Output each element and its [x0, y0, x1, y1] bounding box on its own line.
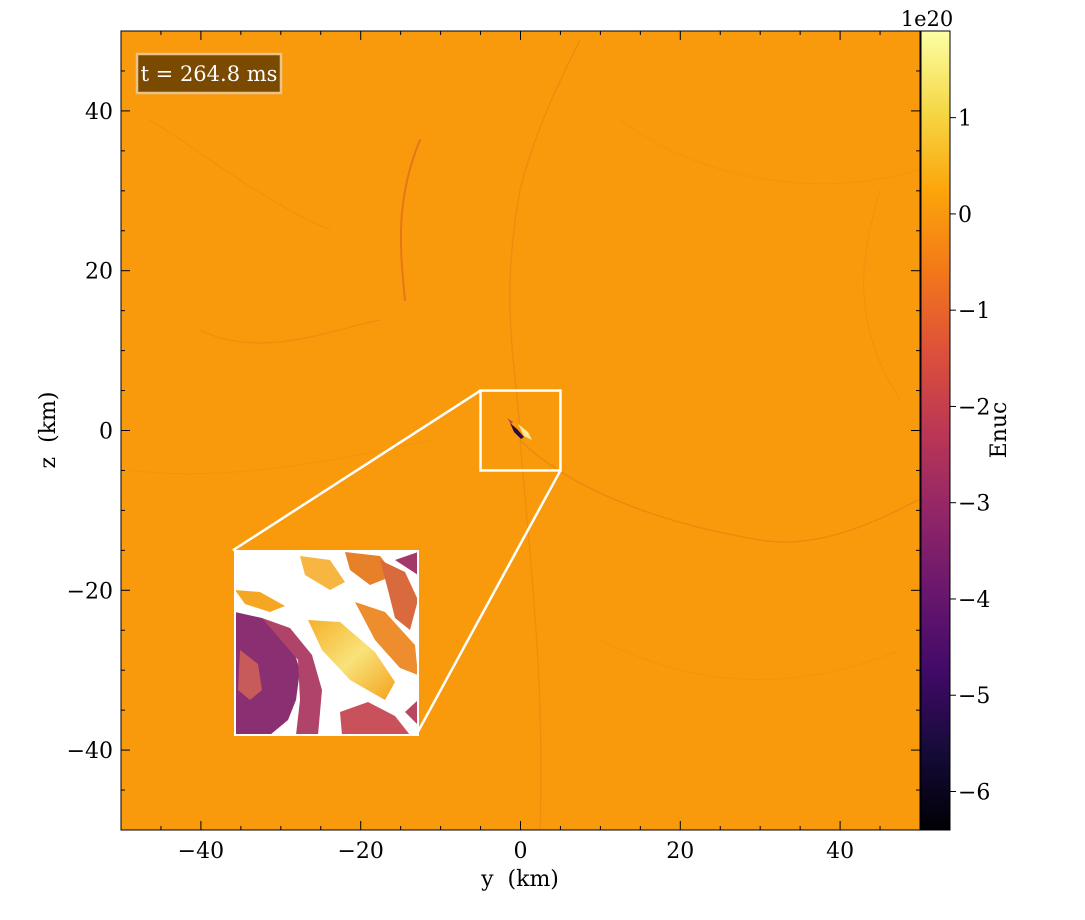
inset [234, 550, 419, 736]
inset-patch [355, 602, 418, 675]
inset-patch [340, 702, 410, 735]
hotspot-bright [518, 424, 532, 440]
streak [619, 119, 919, 185]
hotspot-edge [507, 418, 513, 424]
zoom-box [479, 389, 562, 472]
time-annotation: t = 264.8 ms [135, 52, 283, 95]
x-axis-label: y (km) [480, 867, 559, 892]
colorbar-gradient [920, 30, 951, 831]
colorbar: 1 0 −1 −2 −3 −4 −5 −6 1e20 Enuc [901, 7, 1012, 831]
inset-patch [300, 556, 345, 590]
x-axis-ticks [120, 31, 921, 830]
streak [149, 119, 331, 231]
x-tick-label: 0 [514, 839, 528, 864]
colorbar-tick-label: −2 [958, 395, 990, 420]
annotation-text: t = 264.8 ms [141, 62, 278, 86]
streak [863, 189, 901, 401]
inset-hot-band [308, 620, 395, 700]
y-axis-ticks [121, 30, 920, 831]
y-tick-label: 40 [85, 100, 113, 125]
x-tick-label: −40 [178, 839, 224, 864]
y-axis-tick-labels: −40 −20 0 20 40 [67, 100, 113, 764]
inset-patch [238, 650, 262, 700]
inset-patch [380, 560, 418, 630]
streak [199, 319, 381, 344]
colorbar-label: Enuc [987, 402, 1012, 459]
hotspot-dark [510, 423, 524, 439]
streak [129, 439, 431, 475]
zoom-connector [415, 469, 562, 735]
y-tick-label: −40 [67, 739, 113, 764]
inset-patch [262, 618, 322, 735]
x-axis-tick-labels: −40 −20 0 20 40 [178, 839, 854, 864]
streak [509, 39, 581, 431]
streak [599, 639, 901, 681]
colorbar-tick-label: −6 [958, 780, 990, 805]
y-tick-label: −20 [67, 579, 113, 604]
x-tick-label: −20 [337, 839, 383, 864]
inset-patch [395, 552, 418, 575]
zoom-indicator [232, 389, 562, 735]
colorbar-tick-labels: 1 0 −1 −2 −3 −4 −5 −6 [958, 107, 990, 806]
zoom-connector [232, 389, 482, 552]
streak [519, 439, 919, 543]
colorbar-tick-label: −5 [958, 684, 990, 709]
y-tick-label: 20 [85, 260, 113, 285]
inset-frame [234, 550, 419, 736]
colorbar-tick-label: −3 [958, 492, 990, 517]
x-tick-label: 40 [826, 839, 854, 864]
colorbar-offset-label: 1e20 [901, 7, 954, 31]
streak [399, 139, 421, 301]
inset-patches [235, 552, 418, 735]
x-tick-label: 20 [666, 839, 694, 864]
inset-patch [235, 590, 285, 612]
hotspot [507, 418, 532, 440]
inset-patch [345, 552, 395, 585]
colorbar-tick-label: 0 [958, 203, 972, 228]
inset-patch [405, 700, 418, 725]
colorbar-tick-label: −4 [958, 588, 990, 613]
filament-streaks [129, 39, 919, 830]
colorbar-tick-label: −1 [958, 299, 990, 324]
annotation-box [135, 52, 283, 95]
colorbar-tick-label: 1 [958, 107, 972, 132]
y-axis-label: z (km) [36, 392, 61, 469]
streak [519, 439, 542, 830]
colorbar-ticks [950, 117, 956, 792]
y-tick-label: 0 [99, 420, 113, 445]
